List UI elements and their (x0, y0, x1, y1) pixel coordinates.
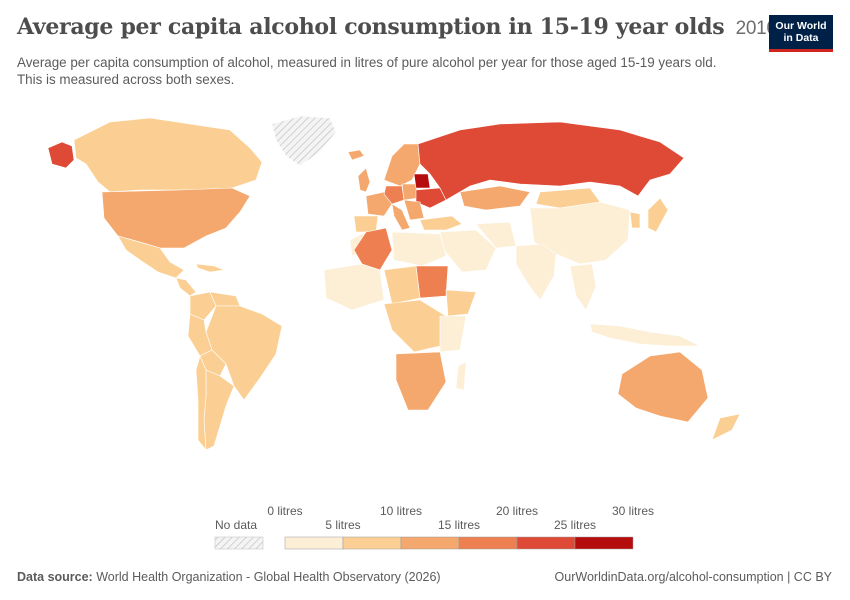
country-spain[interactable] (353, 215, 379, 233)
country-southeast-asia[interactable] (569, 263, 597, 311)
country-australia[interactable] (617, 351, 709, 423)
world-map[interactable] (0, 100, 850, 500)
legend-bin-1[interactable] (342, 536, 402, 550)
country-russia[interactable] (417, 121, 685, 201)
legend-bin-3[interactable] (458, 536, 518, 550)
country-japan[interactable] (647, 197, 669, 233)
country-ukraine[interactable] (415, 187, 447, 209)
source-url[interactable]: OurWorldinData.org/alcohol-consumption |… (554, 570, 832, 584)
country-colombia[interactable] (189, 291, 217, 321)
country-east-africa[interactable] (439, 315, 467, 353)
country-cuba[interactable] (195, 263, 226, 273)
legend-tick-2: 10 litres (380, 504, 422, 518)
data-source: Data source: World Health Organization -… (17, 570, 441, 584)
chart-year: 2010 (735, 18, 777, 39)
legend-bin-4[interactable] (516, 536, 576, 550)
country-iceland[interactable] (347, 149, 365, 161)
legend-bin-2[interactable] (400, 536, 460, 550)
legend-no-data-swatch (214, 536, 264, 550)
country-italy[interactable] (391, 203, 411, 231)
legend-ticks: 0 litres 5 litres 10 litres 15 litres 20… (267, 504, 654, 532)
legend-tick-4: 20 litres (496, 504, 538, 518)
country-central-america[interactable] (175, 277, 197, 297)
country-new-zealand[interactable] (711, 413, 741, 441)
country-germany[interactable] (383, 185, 405, 205)
country-greenland[interactable] (271, 115, 337, 167)
country-argentina[interactable] (203, 369, 235, 451)
country-algeria[interactable] (353, 227, 393, 271)
legend-bin-5[interactable] (574, 536, 634, 550)
legend-tick-5: 25 litres (554, 518, 596, 532)
legend-tick-6: 30 litres (612, 504, 654, 518)
country-chad-niger[interactable] (383, 265, 421, 305)
legend-tick-1: 5 litres (325, 518, 360, 532)
country-southern-africa[interactable] (395, 351, 447, 411)
country-uk[interactable] (357, 167, 371, 193)
legend-tick-0: 0 litres (267, 504, 302, 518)
country-belarus[interactable] (413, 173, 431, 189)
country-sahel-west[interactable] (323, 263, 385, 311)
country-india[interactable] (515, 243, 557, 301)
owid-logo[interactable]: Our World in Data (769, 15, 833, 52)
country-kazakhstan[interactable] (459, 185, 531, 211)
country-alaska[interactable] (47, 141, 75, 169)
map-legend: No data 0 litres 5 litres 10 litres 15 l… (214, 504, 654, 550)
country-turkey[interactable] (419, 215, 463, 231)
logo-line-1: Our World (775, 20, 827, 32)
legend-tick-3: 15 litres (438, 518, 480, 532)
country-central-africa[interactable] (383, 299, 447, 353)
country-madagascar[interactable] (455, 361, 467, 391)
country-indonesia[interactable] (589, 323, 701, 347)
country-ethiopia[interactable] (445, 289, 477, 317)
logo-line-2: in Data (783, 32, 819, 44)
chart-title: Average per capita alcohol consumption i… (17, 14, 777, 40)
chart-subtitle: Average per capita consumption of alcoho… (17, 55, 717, 87)
country-korea[interactable] (629, 211, 641, 229)
country-sudan[interactable] (415, 265, 449, 299)
country-balkans[interactable] (403, 199, 425, 221)
country-france[interactable] (365, 191, 393, 217)
legend-no-data-label: No data (215, 518, 257, 532)
data-source-label: Data source: (17, 570, 93, 584)
country-chile[interactable] (195, 355, 207, 451)
country-libya-egypt[interactable] (391, 231, 447, 267)
data-source-text[interactable]: World Health Organization - Global Healt… (96, 570, 441, 584)
country-canada[interactable] (73, 117, 263, 193)
legend-bin-0[interactable] (284, 536, 344, 550)
legend-bins (284, 536, 634, 550)
